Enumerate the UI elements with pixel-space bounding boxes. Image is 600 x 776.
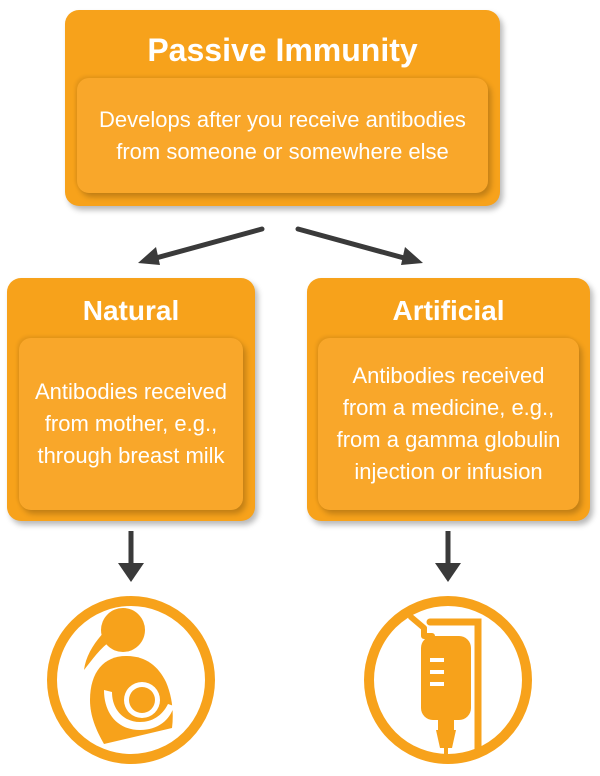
artificial-box: Artificial Antibodies received from a me… xyxy=(307,278,590,521)
passive-immunity-title: Passive Immunity xyxy=(147,32,418,68)
passive-immunity-description: Develops after you receive antibodies fr… xyxy=(77,78,488,193)
natural-description: Antibodies received from mother, e.g., t… xyxy=(19,338,243,510)
arrow-head-down-artificial xyxy=(435,563,461,582)
artificial-title: Artificial xyxy=(392,295,505,326)
arrow-head-artificial xyxy=(401,247,423,265)
arrow-head-natural xyxy=(138,247,160,265)
natural-title: Natural xyxy=(82,295,180,326)
arrow-to-natural xyxy=(142,226,265,264)
arrow-head-down-natural xyxy=(118,563,144,582)
arrow-to-artificial xyxy=(295,226,418,264)
artificial-description: Antibodies received from a medicine, e.g… xyxy=(318,338,579,510)
natural-box: Natural Antibodies received from mother,… xyxy=(7,278,255,521)
passive-immunity-box: Passive Immunity Develops after you rece… xyxy=(65,10,500,206)
